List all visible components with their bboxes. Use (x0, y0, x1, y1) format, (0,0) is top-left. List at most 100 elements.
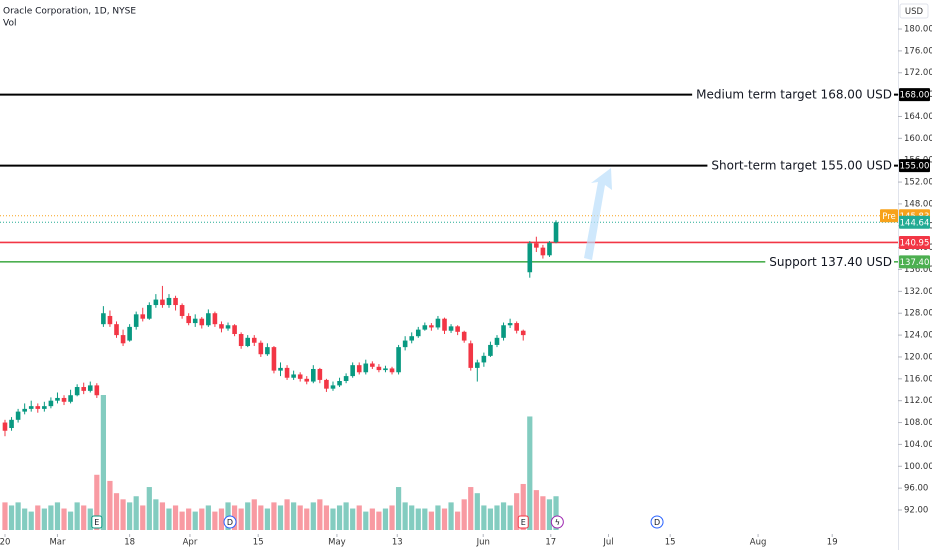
volume-bar (468, 487, 474, 530)
level-badge-label: 140.95 (900, 238, 930, 248)
volume-bar (487, 508, 494, 530)
volume-bar (238, 508, 244, 530)
candle-body (356, 365, 362, 373)
volume-bar (8, 505, 15, 530)
candle-body (370, 363, 375, 367)
candle-body (225, 325, 231, 329)
volume-bar (258, 505, 264, 530)
candle-body (278, 367, 283, 371)
volume-bar (330, 508, 336, 530)
candle-body (415, 329, 421, 337)
volume-label: Vol (3, 19, 16, 29)
level-badge (899, 159, 930, 173)
volume-bar (218, 508, 225, 530)
volume-bar (540, 496, 546, 530)
candle-body (219, 324, 224, 329)
volume-bar (199, 508, 205, 530)
volume-bar (527, 416, 533, 530)
candle-body (304, 378, 310, 382)
axis-layer: 180.00176.00172.00168.00164.00160.00156.… (0, 25, 932, 548)
volume-bar (310, 502, 316, 530)
candle-body (343, 376, 349, 382)
event-label: ϟ (555, 518, 560, 527)
price-badge-label: 144.64 (900, 218, 930, 228)
volume-bar (153, 499, 159, 530)
candle-body (475, 362, 480, 368)
volume-bar (409, 505, 415, 530)
volume-bar (22, 508, 28, 530)
level-text-bg (707, 157, 894, 174)
volume-bar (546, 499, 553, 530)
volume-bar (415, 508, 421, 530)
volume-bar (520, 483, 526, 530)
volume-bar (304, 508, 310, 530)
candle-body (186, 315, 191, 324)
volume-bar (100, 395, 106, 530)
volume-bar (455, 511, 461, 530)
volume-bar (2, 502, 8, 530)
volume-bar (500, 502, 507, 530)
y-tick-label: 116.00 (904, 374, 932, 384)
volume-bar (61, 508, 67, 530)
candle-body (192, 318, 198, 324)
level-text: Medium term target 168.00 USD (696, 88, 892, 102)
volume-bar (127, 502, 133, 530)
candle-body (9, 419, 14, 429)
candle-body (258, 342, 264, 355)
candle-body (245, 337, 251, 347)
candle-body (251, 337, 257, 343)
volume-bar (205, 505, 211, 530)
volume-bar (179, 511, 185, 530)
candle-body (166, 297, 172, 306)
y-tick-label: 160.00 (904, 134, 932, 144)
volume-bar (369, 508, 375, 530)
volume-bar (494, 505, 500, 530)
candle-body (376, 366, 382, 371)
level-badge-label: 168.00 (900, 91, 930, 101)
volume-bar (422, 508, 428, 530)
volume-bar (41, 508, 47, 530)
volume-bar (159, 502, 166, 530)
candle-body (48, 400, 54, 407)
volume-bar (514, 493, 520, 530)
candle-body (284, 367, 290, 378)
candle-body (337, 381, 342, 386)
volume-bar (54, 502, 61, 530)
volume-bar (448, 502, 454, 530)
candle-body (383, 368, 388, 371)
candle-body (311, 368, 316, 382)
currency-box (899, 3, 929, 19)
level-text: Short-term target 155.00 USD (711, 159, 892, 173)
candle-body (153, 299, 159, 306)
candle-body (501, 325, 506, 338)
volume-bar (15, 502, 21, 530)
volume-bar (428, 511, 434, 530)
candle-body (350, 365, 355, 377)
volume-bar (186, 508, 192, 530)
volume-bar (107, 480, 113, 530)
x-tick-label: Jun (476, 538, 490, 548)
event-label: D (654, 518, 660, 527)
volume-bar (166, 508, 172, 530)
candle-body (435, 318, 441, 328)
candle-body (297, 374, 303, 379)
level-text-bg (692, 86, 894, 103)
candle-body (363, 363, 369, 373)
candle-body (101, 313, 106, 325)
y-tick-label: 96.00 (904, 484, 928, 494)
candle-body (527, 243, 533, 273)
event-marker (223, 515, 237, 529)
volume-bar (297, 505, 303, 530)
volume-bar (402, 502, 408, 530)
candle-body (2, 422, 8, 431)
level-text-bg (765, 253, 894, 270)
volume-bar (441, 508, 448, 530)
y-tick-label: 120.00 (904, 352, 932, 362)
candle-body (422, 325, 428, 330)
event-label: E (521, 518, 526, 527)
volume-bar (323, 505, 330, 530)
candle-body (127, 326, 132, 341)
candle-body (291, 374, 296, 378)
candle-body (68, 395, 73, 402)
y-tick-label: 104.00 (904, 440, 932, 450)
